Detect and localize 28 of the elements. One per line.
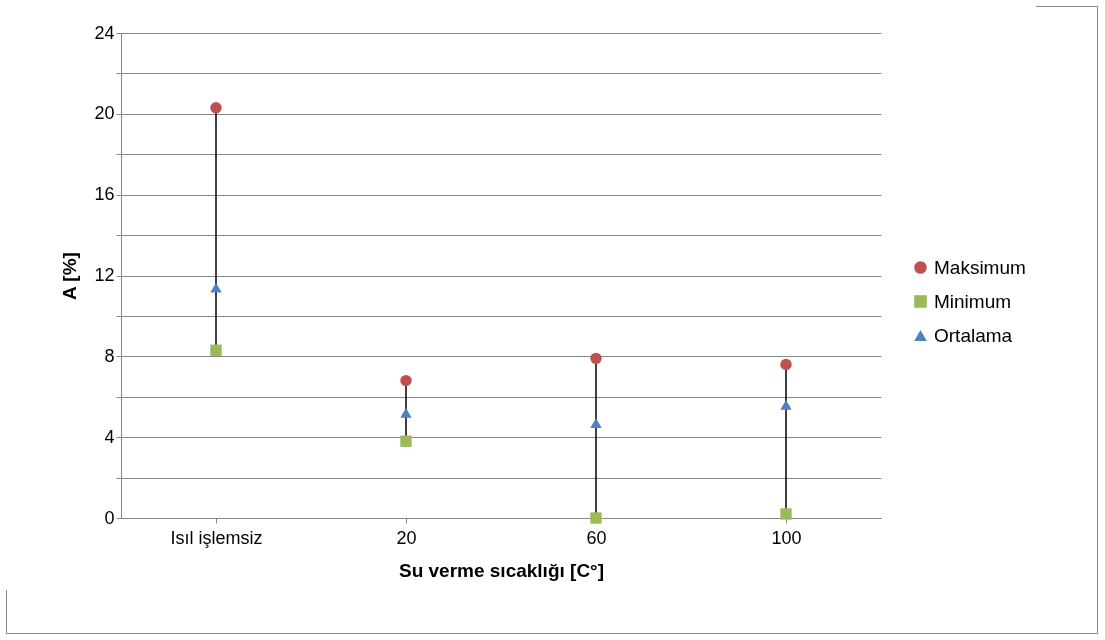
y-tick-label: 8 [104, 345, 115, 366]
point [210, 102, 222, 114]
legend-label: Minimum [934, 290, 1012, 312]
x-tick-label: 100 [771, 527, 802, 548]
x-tick-label: Isıl işlemsiz [170, 527, 263, 548]
legend-label: Maksimum [934, 256, 1026, 278]
y-tick-label: 16 [94, 184, 115, 205]
y-tick-label: 24 [94, 22, 115, 43]
y-tick-label: 20 [94, 103, 115, 124]
point [210, 344, 222, 356]
point [400, 374, 412, 387]
legend-label: Ortalama [934, 324, 1013, 346]
point [400, 435, 412, 447]
point [590, 418, 602, 428]
point [590, 352, 602, 365]
point [400, 407, 412, 418]
x-axis-title: Su verme sıcaklığı [C°] [398, 559, 605, 581]
point [780, 399, 792, 410]
y-tick-label: 12 [94, 265, 115, 285]
point [590, 512, 602, 524]
y-axis-title: A [%] [59, 252, 81, 300]
y-tick-label: 0 [104, 507, 115, 528]
y-tick-label: 4 [104, 426, 115, 447]
x-tick-label: 60 [586, 527, 607, 548]
point [780, 508, 792, 520]
point [210, 282, 222, 293]
x-tick-label: 20 [396, 527, 417, 548]
point [780, 358, 792, 371]
